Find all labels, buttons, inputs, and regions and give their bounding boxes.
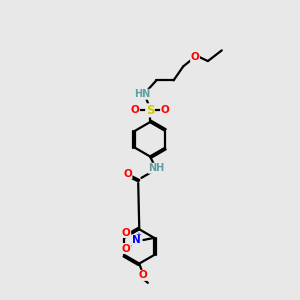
Text: N: N	[131, 235, 140, 245]
Text: S: S	[146, 104, 154, 117]
Text: O: O	[123, 169, 132, 178]
Text: O: O	[122, 227, 130, 238]
Text: O: O	[190, 52, 200, 62]
Text: HN: HN	[134, 89, 151, 99]
Text: O: O	[130, 105, 140, 116]
Text: O: O	[160, 105, 169, 116]
Text: O: O	[122, 244, 130, 254]
Text: +: +	[135, 232, 141, 238]
Text: NH: NH	[148, 163, 165, 173]
Text: O: O	[138, 270, 147, 280]
